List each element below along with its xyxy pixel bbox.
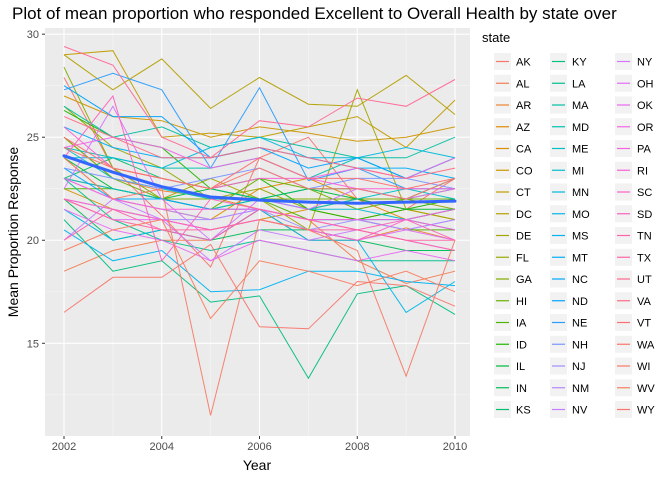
legend-label-la: LA: [572, 78, 586, 90]
legend-label-de: DE: [516, 231, 531, 243]
legend-label-mt: MT: [572, 252, 588, 264]
legend-label-ok: OK: [637, 100, 654, 112]
series-line-mn: [64, 136, 456, 169]
smooth-trend-line: [62, 154, 457, 205]
legend-label-va: VA: [637, 296, 652, 308]
legend-label-wy: WY: [637, 405, 655, 417]
y-tick-label: 30: [27, 29, 39, 41]
y-axis-title: Mean Proportion Response: [5, 147, 21, 318]
series-line-ne: [63, 72, 455, 190]
legend-label-ny: NY: [637, 57, 653, 69]
legend-label-ga: GA: [516, 274, 533, 286]
legend-label-sd: SD: [637, 209, 652, 221]
legend-label-hi: HI: [516, 296, 527, 308]
legend-label-nj: NJ: [572, 361, 585, 373]
series-line-wv: [63, 219, 456, 320]
legend-label-az: AZ: [516, 122, 530, 134]
legend: AK AL AR AZ CA CO CT DC DE FL GA HI IA ID IL IN KS KY LA MA…: [494, 53, 655, 418]
legend-label-id: ID: [516, 339, 527, 351]
legend-label-wa: WA: [637, 339, 655, 351]
legend-label-wi: WI: [637, 361, 650, 373]
y-tick-label: 15: [27, 338, 39, 350]
legend-label-fl: FL: [516, 252, 529, 264]
legend-label-dc: DC: [516, 209, 532, 221]
legend-label-ut: UT: [637, 274, 652, 286]
legend-label-nh: NH: [572, 339, 588, 351]
legend-label-in: IN: [516, 383, 527, 395]
legend-title: state: [482, 30, 510, 45]
x-axis-title: Year: [243, 457, 272, 473]
x-tick-label: 2006: [247, 441, 271, 453]
y-tick-label: 25: [27, 132, 39, 144]
plot-panel: [45, 28, 470, 436]
x-tick-label: 2002: [52, 441, 76, 453]
legend-label-ia: IA: [516, 318, 527, 330]
legend-label-wv: WV: [637, 383, 655, 395]
series-line-wi: [63, 157, 456, 416]
legend-label-mo: MO: [572, 209, 590, 221]
legend-label-tn: TN: [637, 231, 652, 243]
legend-label-nm: NM: [572, 383, 589, 395]
x-axis-ticks: 2002 2004 2006 2008 2010: [52, 436, 467, 453]
legend-label-sc: SC: [637, 187, 652, 199]
legend-label-al: AL: [516, 78, 529, 90]
legend-label-me: ME: [572, 144, 589, 156]
x-tick-label: 2008: [345, 441, 369, 453]
series-line-dc: [63, 54, 456, 115]
series-lines: [63, 46, 456, 416]
legend-label-pa: PA: [637, 144, 652, 156]
legend-label-nv: NV: [572, 405, 588, 417]
y-axis-ticks: 15 20 25 30: [27, 29, 45, 350]
legend-label-ca: CA: [516, 144, 532, 156]
legend-label-ms: MS: [572, 231, 589, 243]
legend-label-ak: AK: [516, 57, 531, 69]
legend-label-mi: MI: [572, 165, 584, 177]
legend-label-mn: MN: [572, 187, 589, 199]
series-line-ok: [63, 208, 456, 262]
legend-label-ma: MA: [572, 100, 589, 112]
y-tick-label: 20: [27, 235, 39, 247]
series-line-wy: [63, 243, 456, 330]
legend-label-nd: ND: [572, 296, 588, 308]
legend-label-vt: VT: [637, 318, 651, 330]
series-line-wa: [63, 147, 456, 200]
legend-label-ct: CT: [516, 187, 531, 199]
legend-label-co: CO: [516, 165, 533, 177]
series-line-ms: [63, 229, 456, 293]
legend-label-oh: OH: [637, 78, 654, 90]
smooth-line: [62, 154, 457, 205]
series-line-ut: [63, 46, 456, 159]
legend-label-tx: TX: [637, 252, 652, 264]
legend-label-ne: NE: [572, 318, 587, 330]
legend-label-ar: AR: [516, 100, 531, 112]
series-line-co: [63, 95, 456, 142]
series-line-va: [63, 116, 456, 179]
legend-label-nc: NC: [572, 274, 588, 286]
legend-label-ri: RI: [637, 165, 648, 177]
chart-title: Plot of mean proportion who responded Ex…: [12, 4, 617, 23]
x-tick-label: 2004: [150, 441, 174, 453]
legend-label-ky: KY: [572, 57, 587, 69]
legend-label-md: MD: [572, 122, 589, 134]
legend-label-il: IL: [516, 361, 525, 373]
legend-label-ks: KS: [516, 405, 531, 417]
legend-label-or: OR: [637, 122, 654, 134]
x-tick-label: 2010: [443, 441, 467, 453]
